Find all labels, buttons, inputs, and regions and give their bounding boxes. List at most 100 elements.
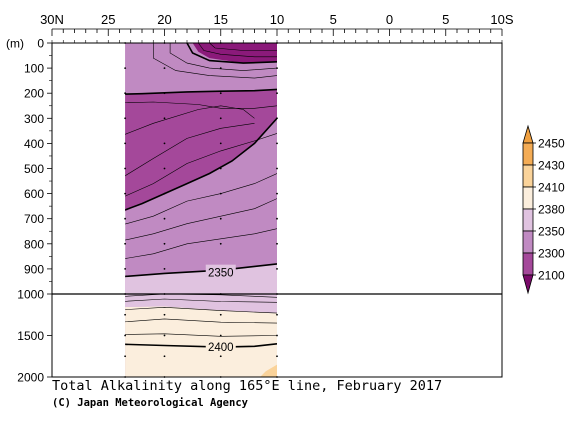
- y-tick-label: 0: [37, 37, 44, 51]
- station-dot: [219, 67, 222, 69]
- field-2410-2430: [260, 364, 277, 377]
- colorbar-label: 2350: [538, 225, 565, 239]
- station-dot: [163, 355, 166, 358]
- station-dot: [276, 334, 278, 337]
- station-dot: [276, 92, 278, 95]
- contour-line: [125, 123, 255, 177]
- y-tick-label: 300: [24, 112, 44, 126]
- colorbar-label: 2450: [538, 137, 565, 151]
- contour-line: [153, 43, 277, 79]
- colorbar-label: 2430: [538, 159, 565, 173]
- contour-2300-top: [125, 88, 277, 95]
- station-dot: [276, 117, 278, 120]
- field-core: [125, 89, 277, 294]
- contour-surface-min: [186, 43, 277, 64]
- y-tick-label: 100: [24, 62, 44, 76]
- x-tick-label: 5: [330, 12, 337, 27]
- station-dot: [163, 242, 166, 245]
- chart-title: Total Alkalinity along 165°E line, Febru…: [52, 378, 443, 394]
- field-2380-2410: [125, 306, 277, 377]
- station-dot: [124, 217, 127, 220]
- depth-axis: 0 100 200 300 400 500 600 700 800 900 1000 1500 2000…: [6, 37, 52, 385]
- colorbar-label: 2410: [538, 181, 565, 195]
- contour-line: [125, 298, 277, 303]
- contour-line: [125, 173, 277, 225]
- alkalinity-fields: [125, 43, 277, 377]
- contour-line: [125, 318, 277, 324]
- field-2350-2380: [125, 263, 277, 298]
- x-tick-label: 10: [270, 12, 284, 27]
- contour-label-bg: [205, 264, 236, 279]
- colorbar-swatch: [522, 230, 534, 254]
- colorbar-swatch: [522, 142, 534, 166]
- colorbar-label: 2300: [538, 247, 565, 261]
- y-unit-label: (m): [6, 37, 24, 51]
- station-dot: [163, 334, 166, 337]
- contour-value-label: 2350: [208, 268, 234, 280]
- contour-line: [125, 198, 277, 241]
- station-dot: [219, 313, 222, 316]
- colorbar-label: 2380: [538, 203, 565, 217]
- station-dot: [219, 167, 222, 170]
- contour-line: [125, 133, 277, 197]
- contour-line: [125, 105, 255, 135]
- station-dot: [163, 217, 166, 220]
- station-dot: [276, 217, 278, 220]
- contour-line: [198, 43, 277, 58]
- station-dot: [276, 242, 278, 245]
- station-dot: [276, 355, 278, 358]
- contour-lines: [125, 43, 277, 348]
- y-tick-label: 600: [24, 187, 44, 201]
- latitude-axis: 30N 25 20 15 10 5 0 5 10S: [40, 12, 514, 43]
- y-tick-label: 1500: [17, 329, 44, 343]
- colorbar-swatch: [522, 208, 534, 232]
- station-dot: [124, 167, 127, 170]
- colorbar-bottom-arrow: [522, 274, 534, 295]
- contour-labels: 2350 2400: [205, 264, 236, 354]
- station-dot: [276, 313, 278, 316]
- y-tick-label: 1000: [17, 288, 44, 302]
- contour-line: [209, 43, 277, 51]
- colorbar-legend: 2450 2430 2410 2380 2350 2300 2100: [522, 124, 565, 295]
- x-tick-label: 25: [101, 12, 115, 27]
- station-dot: [219, 355, 222, 358]
- y-tick-label: 400: [24, 137, 44, 151]
- contour-line: [125, 333, 277, 337]
- y-tick-label: 900: [24, 262, 44, 276]
- station-dot: [163, 67, 166, 69]
- x-tick-label: 10S: [490, 12, 513, 27]
- station-dot: [276, 192, 278, 195]
- x-tick-label: 5: [442, 12, 449, 27]
- station-dot: [124, 242, 127, 245]
- station-dot: [276, 167, 278, 170]
- station-dot: [276, 142, 278, 145]
- station-dot: [219, 142, 222, 145]
- station-dot: [124, 142, 127, 145]
- y-tick-label: 500: [24, 162, 44, 176]
- station-dot: [163, 167, 166, 170]
- copyright-credit: (C) Japan Meteorological Agency: [52, 397, 248, 409]
- colorbar-swatch: [522, 252, 534, 276]
- station-dot: [124, 334, 127, 337]
- colorbar-swatch: [522, 186, 534, 210]
- contour-line: [125, 101, 277, 109]
- station-dot: [163, 268, 166, 270]
- x-tick-label: 15: [214, 12, 228, 27]
- station-dot: [163, 313, 166, 316]
- colorbar-label: 2100: [538, 269, 565, 283]
- contour-2300-bottom: [125, 117, 277, 211]
- station-dot: [219, 217, 222, 220]
- station-dot: [219, 334, 222, 337]
- colorbar-swatch: [522, 164, 534, 188]
- station-dot: [163, 142, 166, 145]
- station-dot: [219, 92, 222, 95]
- station-dot: [124, 117, 127, 120]
- contour-line: [169, 43, 277, 71]
- station-dot: [163, 192, 166, 195]
- contour-value-label: 2400: [208, 342, 234, 354]
- station-dot: [163, 117, 166, 120]
- field-2350-2380-lower: [125, 294, 277, 314]
- station-dot: [219, 192, 222, 195]
- y-tick-label: 700: [24, 212, 44, 226]
